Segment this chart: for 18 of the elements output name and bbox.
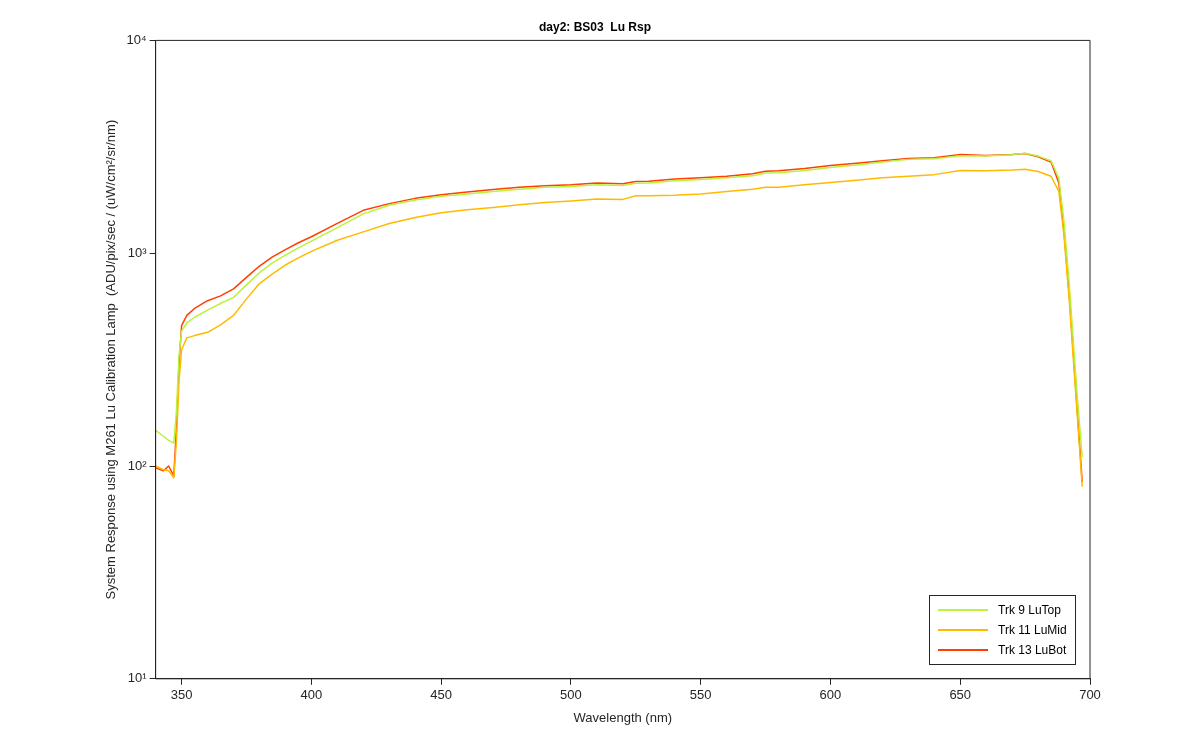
x-tick-label: 550: [689, 687, 712, 703]
y-tick-label: 10²: [127, 457, 148, 473]
x-tick-label: 450: [430, 687, 452, 703]
y-tick-label: 10⁴: [126, 31, 147, 47]
legend-label: Trk 13 LuBot: [998, 642, 1067, 657]
legend-label: Trk 11 LuMid: [998, 622, 1067, 637]
y-tick-label: 10¹: [127, 670, 148, 686]
x-tick-label: 700: [1079, 687, 1101, 703]
x-tick-label: 600: [819, 687, 842, 703]
x-axis-title: Wavelength (nm): [573, 709, 673, 725]
legend-label: Trk 9 LuTop: [998, 602, 1061, 617]
y-axis-title: System Response using M261 Lu Calibration Lamp (ADU/pix/sec / (uW/cm²/sr/nm): [103, 119, 119, 600]
x-tick-label: 500: [560, 687, 582, 703]
x-tick-label: 350: [170, 687, 193, 703]
y-tick-label: 10³: [127, 244, 148, 260]
chart-title: day2: BS03 Lu Rsp: [538, 19, 652, 34]
x-tick-label: 650: [949, 687, 972, 703]
x-tick-label: 400: [300, 687, 323, 703]
